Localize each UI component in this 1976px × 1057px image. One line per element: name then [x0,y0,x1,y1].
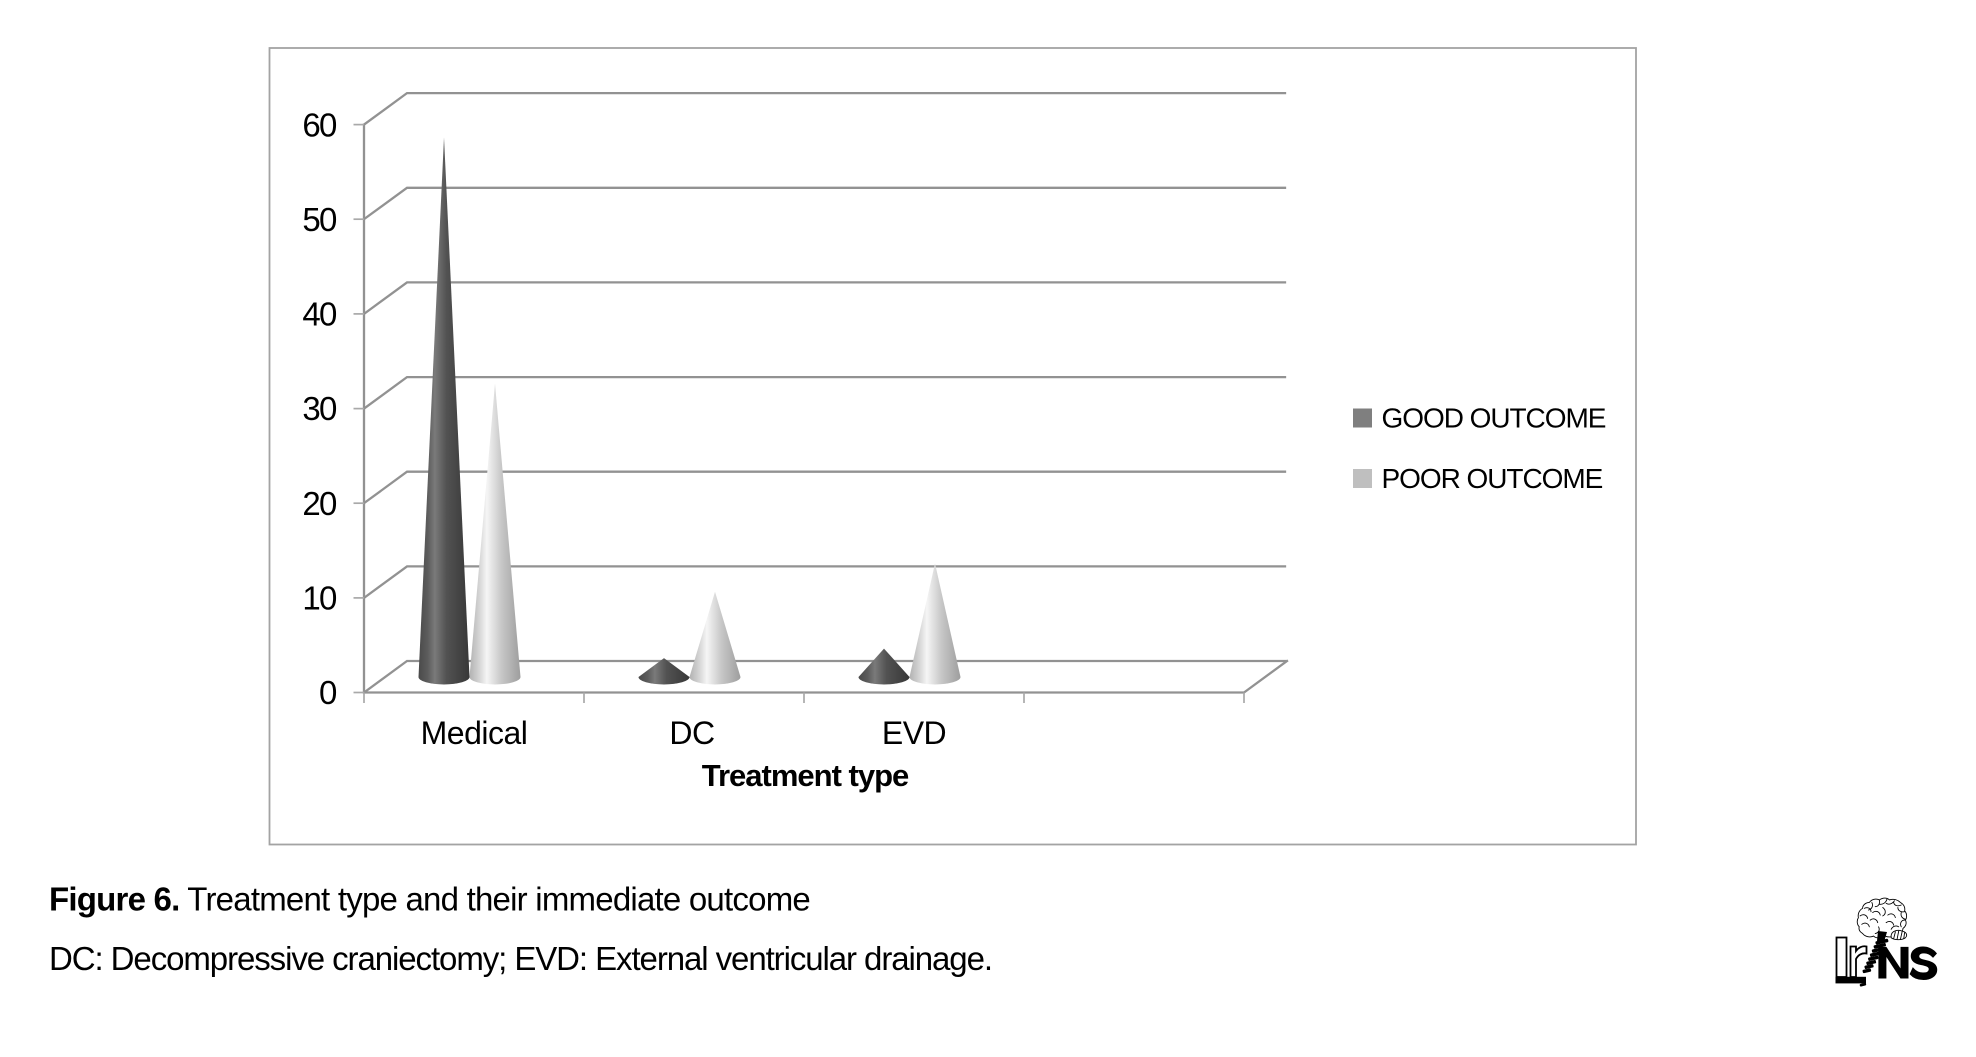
svg-text:20: 20 [302,485,337,522]
svg-text:40: 40 [302,296,337,333]
svg-text:10: 10 [302,580,337,617]
svg-text:0: 0 [319,674,337,711]
svg-text:30: 30 [302,390,337,427]
svg-text:DC: DC [669,715,714,751]
svg-text:60: 60 [302,106,337,143]
svg-text:Medical: Medical [421,715,528,751]
svg-text:Treatment type: Treatment type [702,758,909,793]
svg-text:50: 50 [302,201,337,238]
svg-text:EVD: EVD [882,715,946,751]
svg-text:Figure 6. Treatment type and t: Figure 6. Treatment type and their immed… [49,881,810,918]
svg-text:DC: Decompressive craniectomy;: DC: Decompressive craniectomy; EVD: Exte… [49,940,992,977]
svg-text:GOOD OUTCOME: GOOD OUTCOME [1382,403,1606,434]
svg-text:POOR OUTCOME: POOR OUTCOME [1382,463,1603,494]
